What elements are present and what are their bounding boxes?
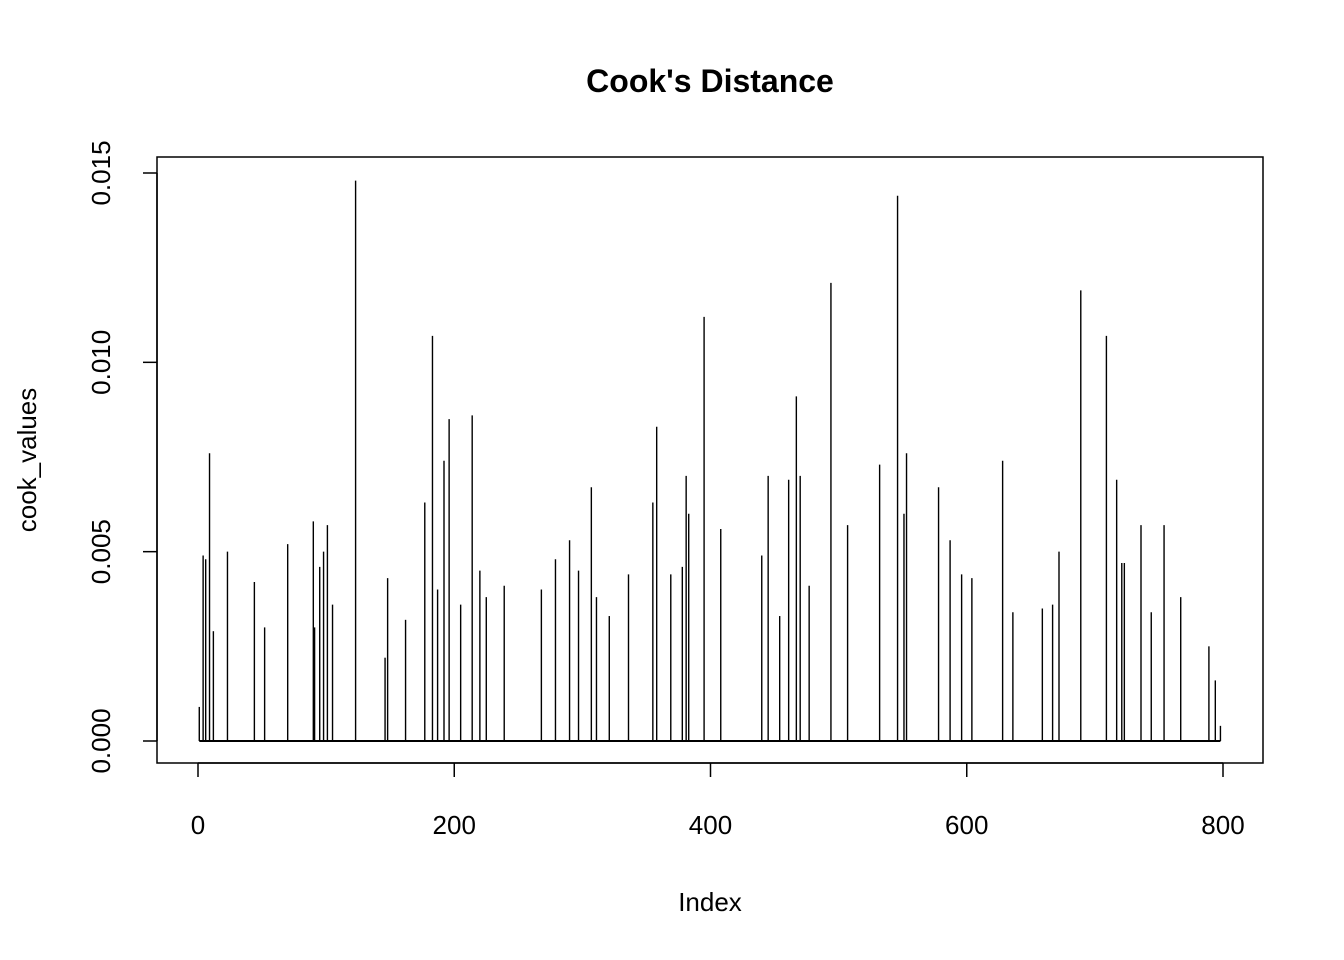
y-tick-label: 0.015 [86,140,116,205]
data-marks [198,180,1222,742]
x-tick-label: 0 [191,810,205,840]
y-tick-label: 0.005 [86,519,116,584]
x-tick-label: 200 [433,810,476,840]
x-tick-label: 600 [945,810,988,840]
x-tick-label: 800 [1201,810,1244,840]
chart-title: Cook's Distance [586,63,834,99]
x-axis-label: Index [678,887,742,917]
y-axis-label: cook_values [12,388,42,533]
y-axis: 0.000 0.005 0.010 0.015 [86,140,158,774]
y-tick-label: 0.010 [86,330,116,395]
x-axis: 0 200 400 600 800 [191,762,1245,840]
x-tick-label: 400 [689,810,732,840]
y-tick-label: 0.000 [86,708,116,773]
